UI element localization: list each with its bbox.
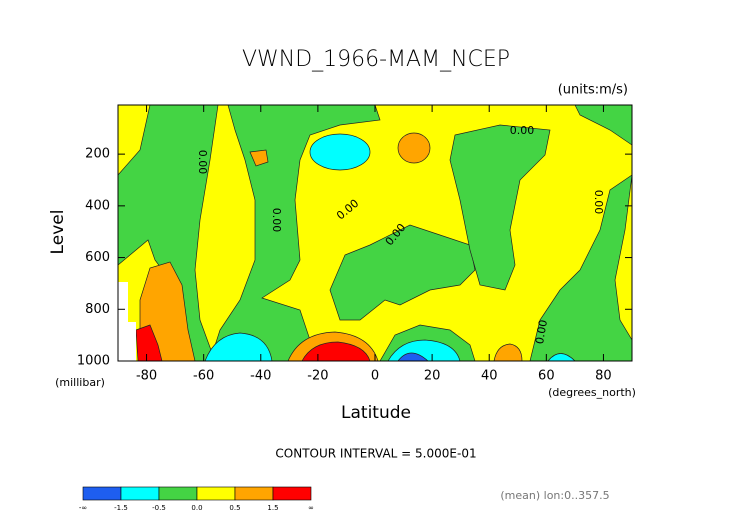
x-tick-label: -80 — [136, 369, 157, 384]
colorbar-swatch — [234, 486, 274, 501]
contour-region — [329, 224, 476, 321]
x-axis-label: Latitude — [341, 403, 411, 423]
contour-label: 0.00 — [270, 208, 283, 233]
colorbar-swatch — [120, 486, 160, 501]
contour-label: 0.00 — [196, 150, 209, 175]
missing-data — [118, 282, 128, 322]
contour-region — [204, 332, 273, 362]
missing-data — [118, 322, 136, 361]
colorbar-label: ∞ — [308, 504, 314, 512]
y-tick-label: 400 — [85, 198, 110, 213]
x-tick-label: 0 — [371, 369, 379, 384]
contour-region — [135, 324, 163, 362]
contour-label: 0.00 — [533, 319, 550, 345]
x-tick-label: 20 — [424, 369, 441, 384]
colorbar-label: 0.0 — [191, 504, 202, 512]
mean-note: (mean) lon:0..357.5 — [500, 489, 609, 502]
colorbar-swatch — [272, 486, 312, 501]
units: (units:m/s) — [558, 83, 628, 98]
colorbar-swatch — [158, 486, 198, 501]
contour-region — [449, 124, 551, 291]
chart-title: VWND_1966-MAM_NCEP — [242, 47, 510, 72]
x-tick-label: 80 — [595, 369, 612, 384]
y-axis-units: (millibar) — [55, 376, 105, 389]
contour-region — [249, 149, 269, 167]
contour-label: 0.00 — [592, 190, 605, 215]
contour-region — [301, 341, 371, 362]
colorbar-label: 1.5 — [267, 504, 278, 512]
x-tick-label: 60 — [538, 369, 555, 384]
colorbar: -∞ -1.5 -0.5 0.0 0.5 1.5 ∞ — [79, 486, 314, 512]
x-tick-label: 40 — [481, 369, 498, 384]
x-tick-label: -20 — [307, 369, 328, 384]
y-tick-label: 200 — [85, 147, 110, 162]
y-tick-label: 800 — [85, 302, 110, 317]
x-tick-label: -60 — [193, 369, 214, 384]
colorbar-label: -0.5 — [152, 504, 166, 512]
contour-interval: CONTOUR INTERVAL = 5.000E-01 — [275, 447, 476, 461]
contour-label: 0.00 — [510, 124, 535, 137]
colorbar-swatch — [82, 486, 122, 501]
colorbar-label: 0.5 — [229, 504, 240, 512]
axes: -80 -60 -40 -20 0 20 40 60 80 200 400 600 800 1000 — [77, 105, 632, 384]
contour-region — [309, 133, 371, 171]
x-axis-units: (degrees_north) — [548, 386, 636, 399]
contour-region — [493, 343, 523, 362]
colorbar-swatch — [196, 486, 236, 501]
contour-region — [209, 104, 381, 362]
x-tick-label: -40 — [250, 369, 271, 384]
colorbar-label: -1.5 — [114, 504, 128, 512]
y-tick-label: 600 — [85, 250, 110, 265]
y-axis-label: Level — [48, 210, 68, 255]
colorbar-label: -∞ — [79, 504, 87, 512]
contour-field: 0.00 0.00 0.00 0.00 0.00 0.00 0.00 — [117, 104, 633, 362]
contour-region — [397, 132, 431, 164]
y-tick-label: 1000 — [77, 354, 110, 369]
